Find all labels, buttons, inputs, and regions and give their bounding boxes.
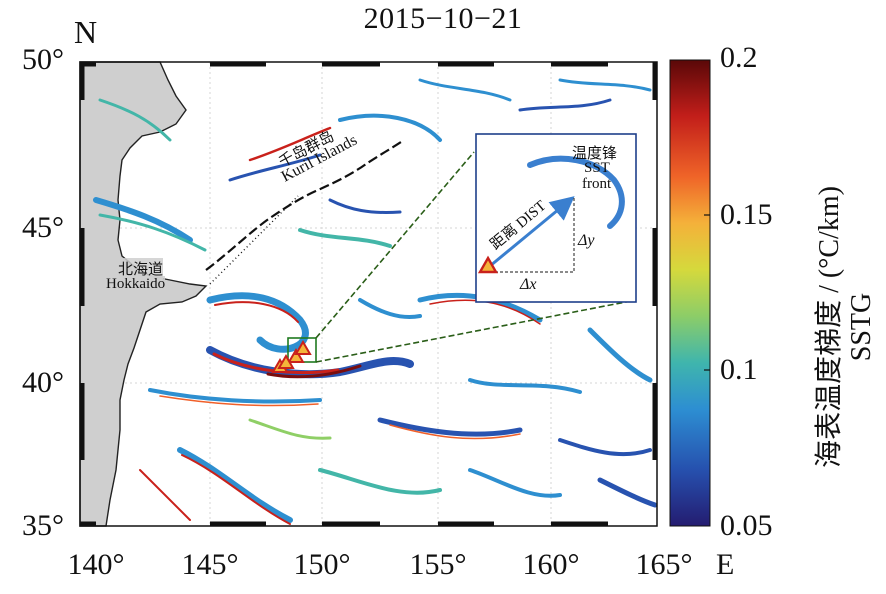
inset-front-curve <box>527 155 625 229</box>
sst-filaments <box>93 78 658 525</box>
inset-marker <box>477 255 499 274</box>
colorbar-tick-0.2: 0.2 <box>720 41 758 74</box>
lon-tick-150: 150° <box>293 548 351 581</box>
colorbar-label: 海表温度梯度 / (°C/km) SSTG <box>814 186 878 468</box>
colorbar-tick-0.15: 0.15 <box>720 198 773 231</box>
inset-front-en1: SST <box>584 160 610 176</box>
inset-dx-label: Δx <box>520 276 537 293</box>
lon-tick-140: 140° <box>67 548 125 581</box>
lon-tick-165: 165° <box>635 548 693 581</box>
lat-tick-50: 50° <box>22 43 64 76</box>
leader-lines <box>315 151 637 363</box>
lat-tick-35: 35° <box>22 509 64 542</box>
inset-front-en2: front <box>582 176 612 192</box>
colorbar <box>669 59 711 527</box>
map-frame-bars <box>79 61 658 527</box>
colorbar-ticks <box>704 214 710 371</box>
lon-tick-160: 160° <box>522 548 580 581</box>
lon-tick-145: 145° <box>181 548 239 581</box>
lat-tick-40: 40° <box>22 366 64 399</box>
lat-tick-45: 45° <box>22 211 64 244</box>
inset-dy-label: Δy <box>578 232 595 249</box>
north-label: N <box>74 14 98 50</box>
colorbar-tick-0.05: 0.05 <box>720 509 773 542</box>
colorbar-label-cn: 海表温度梯度 / (°C/km) <box>814 186 845 468</box>
hokkaido-label-en: Hokkaido <box>106 276 166 293</box>
inset-front-cn: 温度锋 <box>572 146 618 162</box>
graticule <box>80 62 657 526</box>
colorbar-label-en: SSTG <box>846 292 877 362</box>
lon-tick-155: 155° <box>409 548 467 581</box>
label-leaders <box>209 195 299 285</box>
kuril-islands <box>205 139 405 271</box>
map-title: 2015−10−21 <box>363 2 523 35</box>
colorbar-tick-0.1: 0.1 <box>720 353 758 386</box>
inset-dist-arrow <box>489 196 575 268</box>
front-markers <box>271 340 312 373</box>
hokkaido-land <box>79 61 208 527</box>
hokkaido-label-cn: 北海道 <box>118 258 164 279</box>
east-label: E <box>716 548 735 581</box>
